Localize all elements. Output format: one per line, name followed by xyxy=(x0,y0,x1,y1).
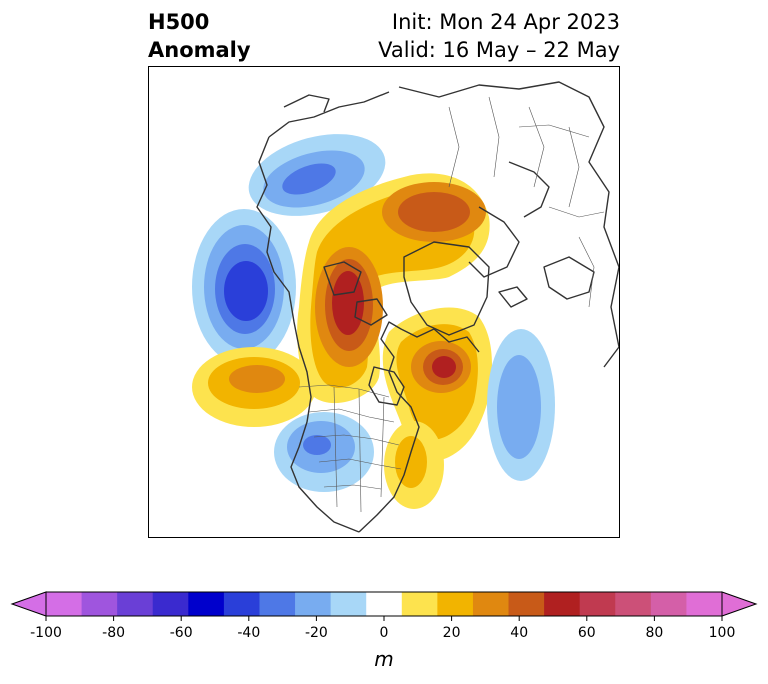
colorbar-swatch xyxy=(437,592,474,616)
colorbar-under-arrow xyxy=(10,591,47,617)
variable-label: H500 xyxy=(148,10,210,34)
anomaly-sw-us-low xyxy=(274,412,374,492)
colorbar-swatch xyxy=(152,592,189,616)
colorbar-swatch xyxy=(188,592,225,616)
colorbar-swatch xyxy=(615,592,652,616)
colorbar-tick-label: -40 xyxy=(237,625,260,641)
edge-mask xyxy=(149,285,155,321)
colorbar-swatch xyxy=(544,592,581,616)
colorbar-swatch xyxy=(472,592,510,616)
anomaly-map xyxy=(149,81,619,533)
colorbar: -100 -80 -60 -40 -20 0 20 40 60 80 100 m xyxy=(10,591,758,671)
colorbar-swatches xyxy=(46,592,723,616)
coastlines xyxy=(256,81,619,533)
colorbar-tick-label: -60 xyxy=(170,625,193,641)
colorbar-swatch xyxy=(366,592,403,616)
anomaly-atlantic-low xyxy=(487,329,555,481)
colorbar-tick-label: -80 xyxy=(102,625,125,641)
colorbar-over-arrow xyxy=(721,591,758,617)
colorbar-swatch xyxy=(259,592,296,616)
init-label: Init: Mon 24 Apr 2023 xyxy=(391,10,620,34)
valid-label: Valid: 16 May – 22 May xyxy=(378,38,620,62)
colorbar-swatch xyxy=(650,592,687,616)
political-borders xyxy=(298,96,605,513)
colorbar-swatch xyxy=(508,592,545,616)
colorbar-tick-label: 20 xyxy=(443,625,461,641)
anomaly-west-canada-low xyxy=(192,209,296,365)
colorbar-swatch xyxy=(401,592,438,616)
anomaly-alaska-low xyxy=(248,134,386,216)
colorbar-swatch xyxy=(81,592,118,616)
colorbar-tick-label: 60 xyxy=(578,625,596,641)
map-panel xyxy=(148,66,620,538)
colorbar-swatch xyxy=(117,592,154,616)
colorbar-swatch xyxy=(579,592,616,616)
colorbar-swatch xyxy=(295,592,332,616)
anomaly-fields xyxy=(192,134,555,509)
colorbar-tick-label: 80 xyxy=(645,625,663,641)
colorbar-tick-label: -100 xyxy=(30,625,62,641)
colorbar-tick-label: 40 xyxy=(510,625,528,641)
anomaly-arctic-high xyxy=(297,173,490,404)
colorbar-swatch xyxy=(686,592,723,616)
kind-label: Anomaly xyxy=(148,38,251,62)
colorbar-swatch xyxy=(330,592,367,616)
chart-title-left: H500 Anomaly xyxy=(148,8,251,64)
colorbar-tick-label: 100 xyxy=(709,625,736,641)
colorbar-tick-label: -20 xyxy=(305,625,328,641)
colorbar-tick-label: 0 xyxy=(380,625,389,641)
anomaly-east-us-high xyxy=(384,421,444,509)
anomaly-pacific-high xyxy=(192,347,316,427)
colorbar-swatch xyxy=(223,592,260,616)
chart-title-right: Init: Mon 24 Apr 2023 Valid: 16 May – 22… xyxy=(378,8,620,64)
colorbar-ticks: -100 -80 -60 -40 -20 0 20 40 60 80 100 xyxy=(30,616,735,641)
colorbar-unit: m xyxy=(374,647,393,671)
colorbar-swatch xyxy=(46,592,83,616)
